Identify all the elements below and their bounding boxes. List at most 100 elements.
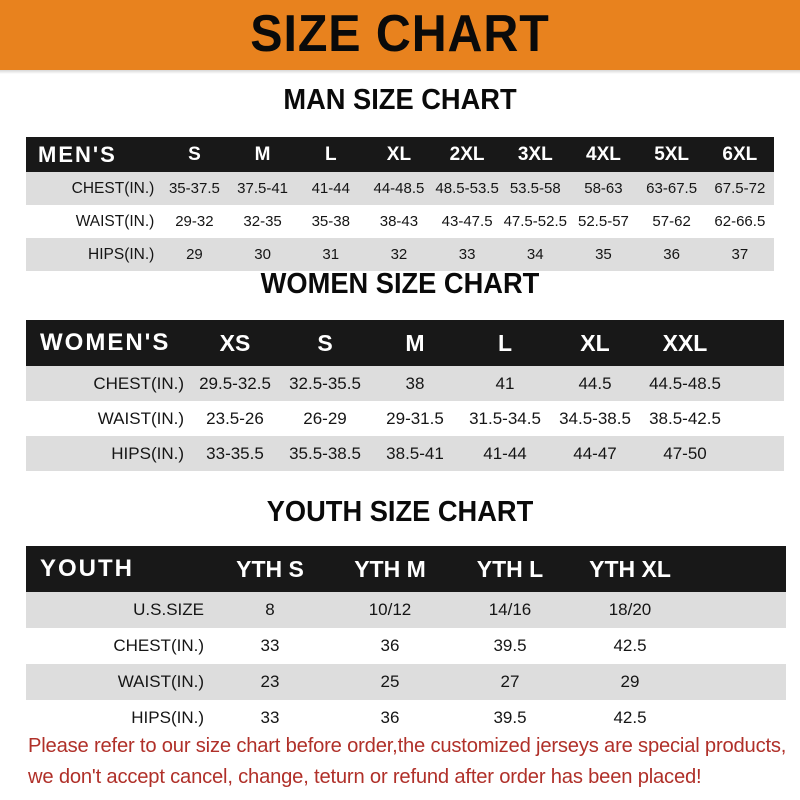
youth-table-header: YOUTH YTH S YTH M YTH L YTH XL <box>26 546 786 592</box>
row-label: CHEST(IN.) <box>26 366 190 401</box>
women-table-body: CHEST(IN.) 29.5-32.5 32.5-35.5 38 41 44.5 44.5… <box>26 366 784 471</box>
row-label: HIPS(IN.) <box>26 238 161 271</box>
measurement-cell: 32.5-35.5 <box>280 366 370 401</box>
footer-line-2: we don't accept cancel, change, teturn o… <box>28 765 702 788</box>
measurement-cell: 53.5-58 <box>501 172 570 205</box>
measurement-cell: 33 <box>433 238 502 271</box>
table-row: HIPS(IN.) 33 36 39.5 42.5 <box>26 700 786 736</box>
table-row: U.S.SIZE 8 10/12 14/16 18/20 <box>26 592 786 628</box>
table-corner-label: WOMEN'S <box>26 320 190 366</box>
measurement-cell: 44-47 <box>550 436 640 471</box>
measurement-cell: 29.5-32.5 <box>190 366 280 401</box>
measurement-cell: 31.5-34.5 <box>460 401 550 436</box>
table-row: CHEST(IN.) 33 36 39.5 42.5 <box>26 628 786 664</box>
measurement-cell: 42.5 <box>570 700 690 736</box>
column-header-xs: XS <box>190 320 280 366</box>
measurement-cell: 23.5-26 <box>190 401 280 436</box>
measurement-cell: 67.5-72 <box>705 172 774 205</box>
youth-table-body: U.S.SIZE 8 10/12 14/16 18/20 CHEST(IN.) 33 36 3… <box>26 592 786 736</box>
measurement-cell: 47-50 <box>640 436 730 471</box>
page-banner: SIZE CHART <box>0 0 800 70</box>
measurement-cell: 8 <box>210 592 330 628</box>
measurement-cell: 34.5-38.5 <box>550 401 640 436</box>
measurement-cell: 39.5 <box>450 628 570 664</box>
measurement-cell: 29-31.5 <box>370 401 460 436</box>
header-spacer-cell <box>730 320 784 366</box>
measurement-cell: 29-32 <box>160 205 229 238</box>
youth-size-table: YOUTH YTH S YTH M YTH L YTH XL U.S.SIZE 8 10/1… <box>26 546 786 736</box>
measurement-cell: 44-48.5 <box>364 172 434 205</box>
measurement-cell: 33 <box>210 628 330 664</box>
measurement-cell: 35-37.5 <box>160 172 229 205</box>
measurement-cell: 37 <box>705 238 774 271</box>
row-label: WAIST(IN.) <box>26 401 190 436</box>
table-header-row: WOMEN'S XS S M L XL XXL <box>26 320 784 366</box>
measurement-cell: 29 <box>570 664 690 700</box>
column-header-5xl: 5XL <box>637 137 706 172</box>
table-row: HIPS(IN.) 33-35.5 35.5-38.5 38.5-41 41-44 44-… <box>26 436 784 471</box>
measurement-cell: 37.5-41 <box>228 172 297 205</box>
measurement-cell: 48.5-53.5 <box>433 172 502 205</box>
measurement-cell: 38.5-42.5 <box>640 401 730 436</box>
banner-shadow-divider <box>0 70 800 74</box>
measurement-cell: 62-66.5 <box>705 205 774 238</box>
column-header-l: L <box>460 320 550 366</box>
measurement-cell: 35.5-38.5 <box>280 436 370 471</box>
column-header-yth-s: YTH S <box>210 546 330 592</box>
row-label: CHEST(IN.) <box>26 628 210 664</box>
column-header-yth-xl: YTH XL <box>570 546 690 592</box>
row-label: HIPS(IN.) <box>26 700 210 736</box>
measurement-cell: 38.5-41 <box>370 436 460 471</box>
man-table-header: MEN'S S M L XL 2XL 3XL 4XL 5XL 6XL <box>26 137 774 172</box>
table-corner-label: MEN'S <box>26 137 161 172</box>
measurement-cell: 35 <box>569 238 638 271</box>
row-label: U.S.SIZE <box>26 592 210 628</box>
table-row: WAIST(IN.) 23 25 27 29 <box>26 664 786 700</box>
measurement-cell: 42.5 <box>570 628 690 664</box>
measurement-cell: 43-47.5 <box>433 205 502 238</box>
measurement-cell: 30 <box>228 238 297 271</box>
row-label: CHEST(IN.) <box>26 172 161 205</box>
measurement-cell: 36 <box>330 628 450 664</box>
measurement-cell: 23 <box>210 664 330 700</box>
measurement-cell: 10/12 <box>330 592 450 628</box>
column-header-4xl: 4XL <box>569 137 638 172</box>
column-header-xl: XL <box>550 320 640 366</box>
footer-disclaimer: Please refer to our size chart before or… <box>28 730 787 792</box>
column-header-s: S <box>160 137 229 172</box>
row-label: WAIST(IN.) <box>26 664 210 700</box>
row-spacer-cell <box>690 628 786 664</box>
measurement-cell: 14/16 <box>450 592 570 628</box>
column-header-3xl: 3XL <box>501 137 570 172</box>
measurement-cell: 25 <box>330 664 450 700</box>
measurement-cell: 32 <box>364 238 434 271</box>
row-spacer-cell <box>730 366 784 401</box>
man-table-body: CHEST(IN.) 35-37.5 37.5-41 41-44 44-48.5 48.5… <box>26 172 774 271</box>
row-spacer-cell <box>690 700 786 736</box>
measurement-cell: 41-44 <box>296 172 365 205</box>
measurement-cell: 32-35 <box>228 205 297 238</box>
table-header-row: YOUTH YTH S YTH M YTH L YTH XL <box>26 546 786 592</box>
column-header-yth-l: YTH L <box>450 546 570 592</box>
measurement-cell: 47.5-52.5 <box>501 205 570 238</box>
footer-line-1: Please refer to our size chart before or… <box>28 734 787 757</box>
measurement-cell: 33 <box>210 700 330 736</box>
measurement-cell: 27 <box>450 664 570 700</box>
man-section-title: MAN SIZE CHART <box>283 84 517 116</box>
measurement-cell: 26-29 <box>280 401 370 436</box>
column-header-xl: XL <box>364 137 434 172</box>
measurement-cell: 29 <box>160 238 229 271</box>
column-header-6xl: 6XL <box>705 137 774 172</box>
measurement-cell: 41 <box>460 366 550 401</box>
measurement-cell: 63-67.5 <box>637 172 706 205</box>
man-size-table: MEN'S S M L XL 2XL 3XL 4XL 5XL 6XL CHEST(IN.) 35-3… <box>26 137 774 271</box>
header-spacer-cell <box>690 546 786 592</box>
column-header-2xl: 2XL <box>433 137 502 172</box>
youth-section-title: YOUTH SIZE CHART <box>266 496 534 528</box>
row-spacer-cell <box>690 664 786 700</box>
row-spacer-cell <box>690 592 786 628</box>
column-header-m: M <box>228 137 297 172</box>
column-header-l: L <box>296 137 365 172</box>
measurement-cell: 39.5 <box>450 700 570 736</box>
